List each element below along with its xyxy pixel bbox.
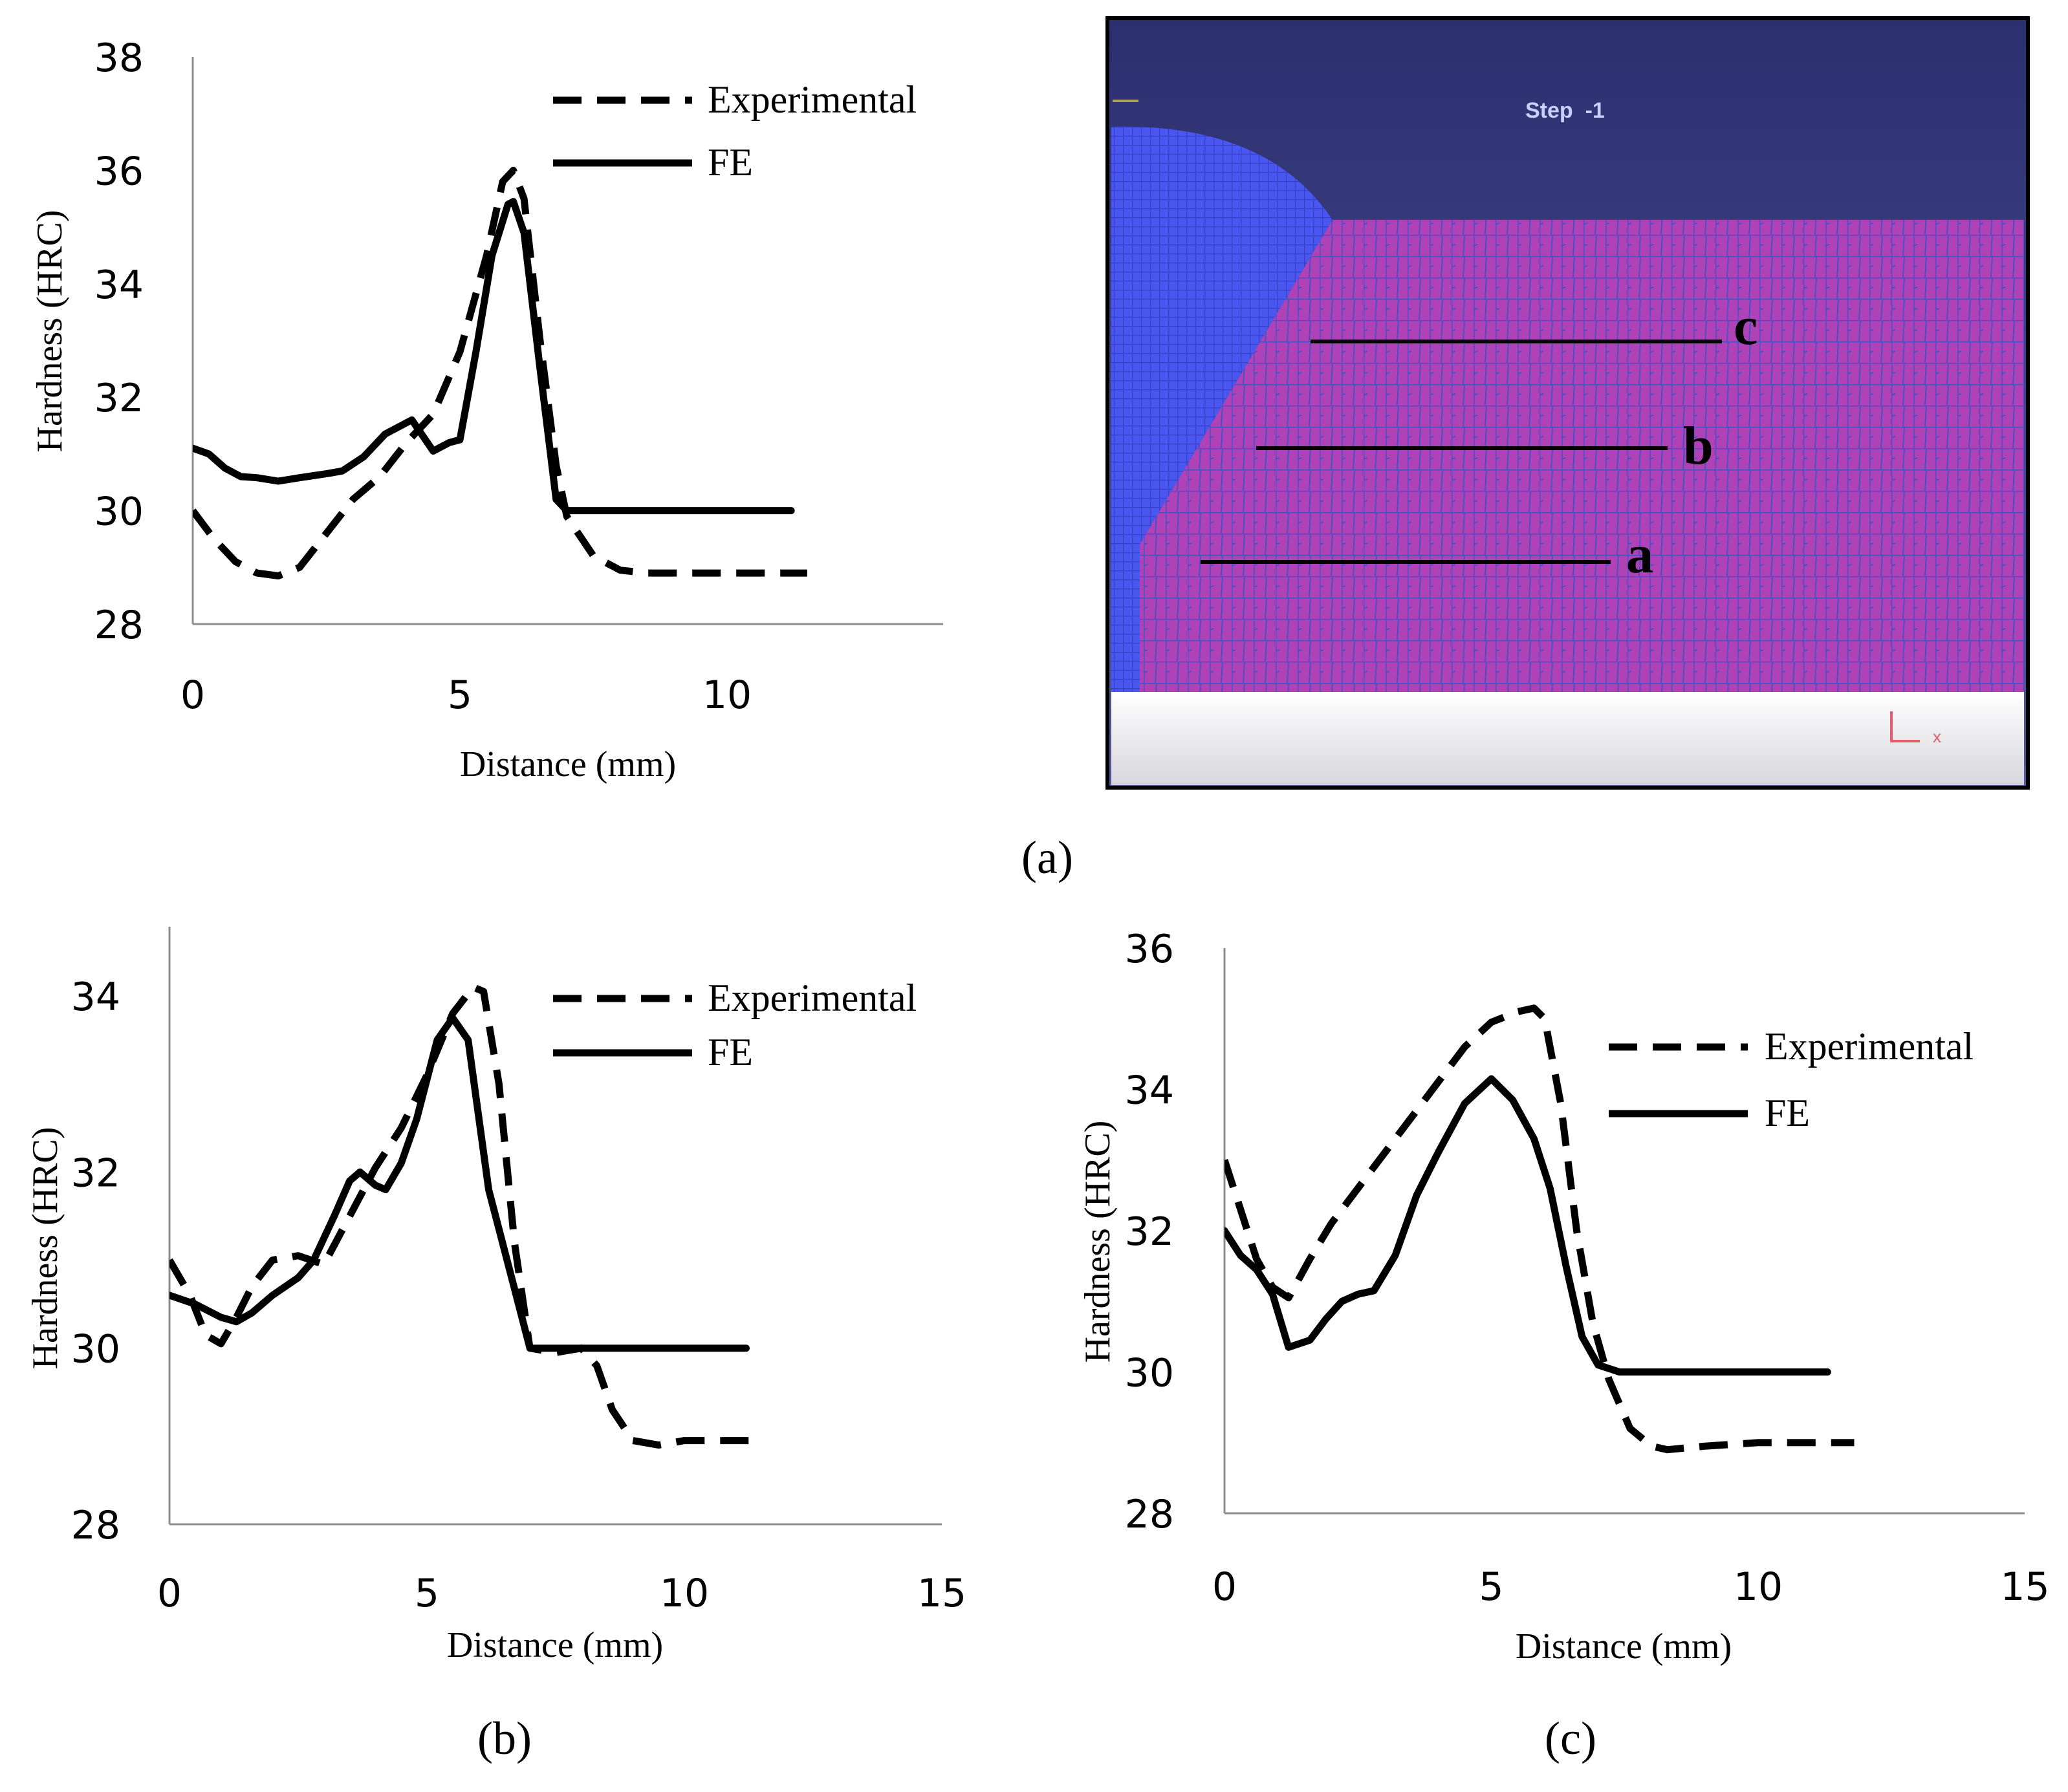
chart-b-y-ticks: 28 30 32 34 (71, 975, 120, 1548)
chart-a-x-tick-label: 10 (702, 673, 752, 718)
chart-b-x-tick-label: 0 (157, 1571, 182, 1616)
chart-a-legend: Experimental FE (553, 78, 917, 184)
chart-b-x-tick-label: 10 (660, 1571, 709, 1616)
chart-b-x-tick-label: 5 (415, 1571, 439, 1616)
fe-mesh-frame (1105, 16, 2030, 790)
chart-c-y-ticks: 28 30 32 34 36 (1125, 927, 1174, 1537)
caption-c: (c) (1545, 1712, 1596, 1764)
chart-c-x-title: Distance (mm) (1516, 1626, 1732, 1667)
chart-b-legend: Experimental FE (553, 977, 917, 1074)
chart-b-y-tick-label: 28 (71, 1503, 120, 1548)
chart-a-series-fe (193, 198, 795, 515)
fe-mesh-triad-x-label: x (1933, 727, 1941, 746)
chart-a-y-title: Hardness (HRC) (30, 210, 70, 453)
chart-a-y-tick-label: 36 (94, 149, 144, 194)
caption-c-text: (c) (1545, 1712, 1596, 1764)
chart-b-y-tick-label: 32 (71, 1150, 120, 1196)
fe-mesh-workpiece (1140, 220, 2024, 692)
chart-a-y-tick-label: 28 (94, 603, 144, 648)
chart-c-series-experimental (1224, 1004, 1855, 1454)
chart-a-x-title: Distance (mm) (460, 744, 676, 784)
chart-c: 28 30 32 34 36 0 5 10 15 Distance (mm) Hardness… (1078, 927, 2050, 1667)
fe-mesh-axis-triad: x (1890, 711, 1941, 746)
fe-mesh-triad-lines (1890, 711, 1920, 742)
fe-mesh-step-label: Step -1 (1525, 98, 1605, 123)
chart-a-y-tick-label: 38 (94, 36, 144, 81)
chart-a-y-tick-label: 32 (94, 376, 144, 421)
fe-mesh-panel: Step -1 c b a x (1105, 16, 2030, 790)
chart-c-x-tick-label: 5 (1479, 1564, 1503, 1610)
chart-c-legend-experimental: Experimental (1765, 1025, 1974, 1068)
chart-a-x-ticks: 0 5 10 (180, 673, 752, 718)
caption-a: (a) (1021, 832, 1073, 883)
chart-c-y-tick-label: 28 (1125, 1492, 1174, 1537)
fe-mesh-tool (1111, 126, 1333, 692)
chart-a-series-experimental (193, 166, 807, 579)
chart-a-y-tick-label: 30 (94, 490, 144, 535)
chart-c-series-fe (1224, 1075, 1831, 1376)
chart-b-y-title: Hardness (HRC) (25, 1127, 65, 1370)
fe-mesh-path-label-a: a (1626, 524, 1653, 585)
fe-mesh-ground (1111, 692, 2024, 785)
chart-c-x-ticks: 0 5 10 15 (1212, 1564, 2050, 1610)
caption-b: (b) (477, 1712, 532, 1764)
chart-a: 28 30 32 34 36 38 0 5 10 Distance (mm) Hardness… (30, 36, 943, 784)
chart-c-y-title: Hardness (HRC) (1078, 1121, 1118, 1363)
chart-a-x-tick-label: 0 (180, 673, 205, 718)
chart-c-x-tick-label: 0 (1212, 1564, 1237, 1610)
chart-c-legend: Experimental FE (1609, 1025, 1974, 1134)
chart-c-y-tick-label: 34 (1125, 1068, 1174, 1114)
chart-a-legend-fe: FE (708, 141, 753, 184)
chart-b-x-ticks: 0 5 10 15 (157, 1571, 966, 1616)
chart-a-y-ticks: 28 30 32 34 36 38 (94, 36, 144, 648)
chart-a-x-tick-label: 5 (448, 673, 472, 718)
chart-a-legend-experimental: Experimental (708, 78, 917, 121)
chart-a-y-tick-label: 34 (94, 263, 144, 308)
chart-b-legend-experimental: Experimental (708, 977, 917, 1019)
chart-b-y-tick-label: 34 (71, 975, 120, 1020)
chart-c-y-tick-label: 36 (1125, 927, 1174, 972)
chart-c-y-tick-label: 32 (1125, 1209, 1174, 1255)
chart-c-y-tick-label: 30 (1125, 1351, 1174, 1396)
fe-mesh-path-label-c: c (1734, 296, 1758, 356)
chart-b-y-tick-label: 30 (71, 1327, 120, 1372)
chart-b-x-tick-label: 15 (917, 1571, 966, 1616)
chart-c-x-tick-label: 10 (1734, 1564, 1783, 1610)
chart-b-x-title: Distance (mm) (447, 1625, 663, 1665)
caption-a-text: (a) (1021, 832, 1073, 883)
chart-c-legend-fe: FE (1765, 1092, 1810, 1134)
fe-mesh-path-label-b: b (1683, 416, 1714, 476)
chart-c-x-tick-label: 15 (2000, 1564, 2049, 1610)
caption-b-text: (b) (477, 1712, 532, 1764)
chart-b-legend-fe: FE (708, 1031, 753, 1074)
chart-b-series-fe (169, 1014, 750, 1352)
chart-b-series-experimental (169, 983, 762, 1449)
chart-b: 28 30 32 34 0 5 10 15 Distance (mm) Hardness (… (25, 927, 966, 1665)
